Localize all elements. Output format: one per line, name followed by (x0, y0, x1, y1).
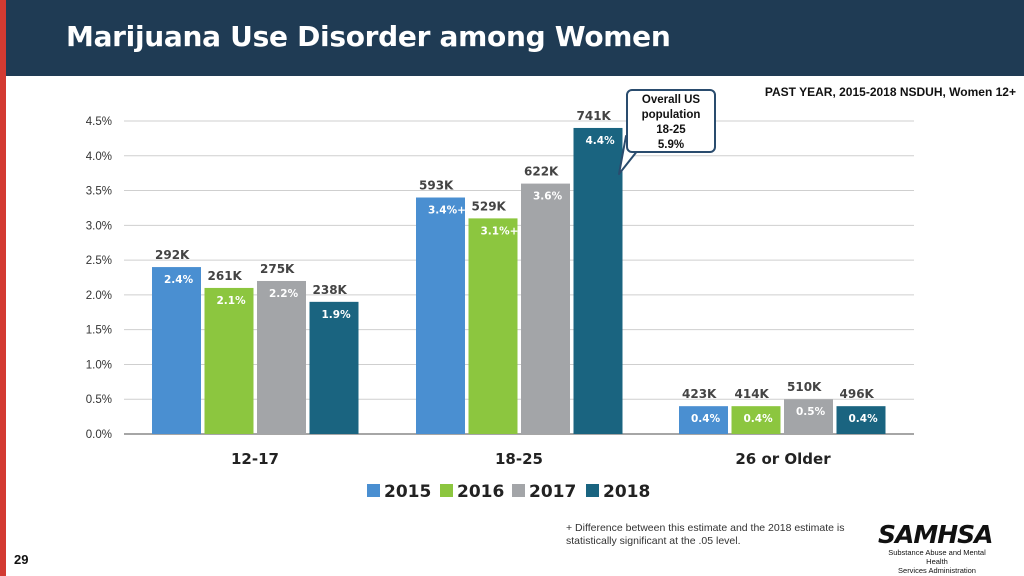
value-label: 0.5% (796, 406, 826, 418)
count-label: 593K (419, 179, 454, 193)
count-label: 423K (682, 387, 717, 401)
bar (573, 127, 623, 434)
count-label: 292K (155, 248, 190, 262)
population-callout: Overall US population 18-25 5.9% (626, 89, 716, 153)
bar (204, 287, 254, 434)
legend-swatch (586, 484, 599, 497)
value-label: 3.6% (533, 191, 563, 203)
category-label: 26 or Older (735, 450, 831, 468)
bar (257, 280, 306, 434)
count-label: 510K (787, 380, 822, 394)
y-tick-label: 1.0% (86, 359, 112, 371)
legend-label: 2015 (384, 482, 431, 502)
count-label: 496K (840, 387, 875, 401)
value-label: 2.2% (269, 288, 299, 300)
count-label: 275K (260, 262, 295, 276)
value-label: 0.4% (849, 413, 879, 425)
value-label: 2.4% (164, 274, 194, 286)
bar (836, 406, 886, 434)
bar (521, 183, 570, 434)
value-label: 0.4% (691, 413, 721, 425)
y-tick-label: 0.5% (86, 394, 112, 406)
y-tick-label: 4.0% (86, 151, 112, 163)
count-label: 622K (524, 165, 559, 179)
callout-line: population (641, 109, 701, 121)
legend-label: 2017 (529, 482, 576, 502)
bar (468, 218, 518, 434)
y-tick-label: 1.5% (86, 325, 112, 337)
count-label: 741K (577, 109, 612, 123)
callout-line: 5.9% (657, 139, 685, 151)
logo-subtitle: Services Administration (898, 566, 976, 575)
count-label: 238K (313, 283, 348, 297)
y-tick-label: 2.0% (86, 290, 112, 302)
callout-line: 18-25 (656, 124, 686, 136)
legend-label: 2018 (603, 482, 650, 502)
logo-subtitle: Substance Abuse and Mental Health (888, 548, 986, 566)
category-label: 12-17 (231, 450, 279, 468)
bar (731, 406, 781, 434)
bar (152, 267, 201, 434)
page-title: Marijuana Use Disorder among Women (66, 20, 671, 53)
count-label: 414K (735, 387, 770, 401)
y-tick-label: 3.5% (86, 186, 112, 198)
bar (784, 399, 833, 434)
footnote: + Difference between this estimate and t… (566, 522, 845, 547)
y-tick-label: 3.0% (86, 220, 112, 232)
value-label: 2.1% (217, 295, 247, 307)
samhsa-logo: SAMHSA Substance Abuse and Mental Health… (878, 520, 996, 576)
count-label: 261K (208, 269, 243, 283)
callout-line: Overall US (641, 94, 701, 106)
bar (309, 301, 359, 434)
bar (416, 197, 465, 434)
title-bar: Marijuana Use Disorder among Women (6, 0, 1024, 76)
value-label: 4.4% (586, 135, 616, 147)
count-label: 529K (472, 199, 507, 213)
y-tick-label: 2.5% (86, 255, 112, 267)
value-label: 3.4%+ (428, 205, 466, 217)
logo-wordmark: SAMHSA (878, 520, 994, 549)
bar (679, 406, 728, 434)
legend-swatch (440, 484, 453, 497)
value-label: 0.4% (744, 413, 774, 425)
y-tick-label: 4.5% (86, 116, 112, 128)
page-number: 29 (14, 552, 29, 567)
value-label: 3.1%+ (481, 225, 519, 237)
legend-label: 2016 (457, 482, 504, 502)
legend-swatch (512, 484, 525, 497)
left-accent-bar (0, 0, 6, 576)
legend-swatch (367, 484, 380, 497)
y-tick-label: 0.0% (86, 429, 112, 441)
category-label: 18-25 (495, 450, 543, 468)
value-label: 1.9% (322, 309, 352, 321)
source-note: PAST YEAR, 2015-2018 NSDUH, Women 12+ (764, 85, 1016, 99)
